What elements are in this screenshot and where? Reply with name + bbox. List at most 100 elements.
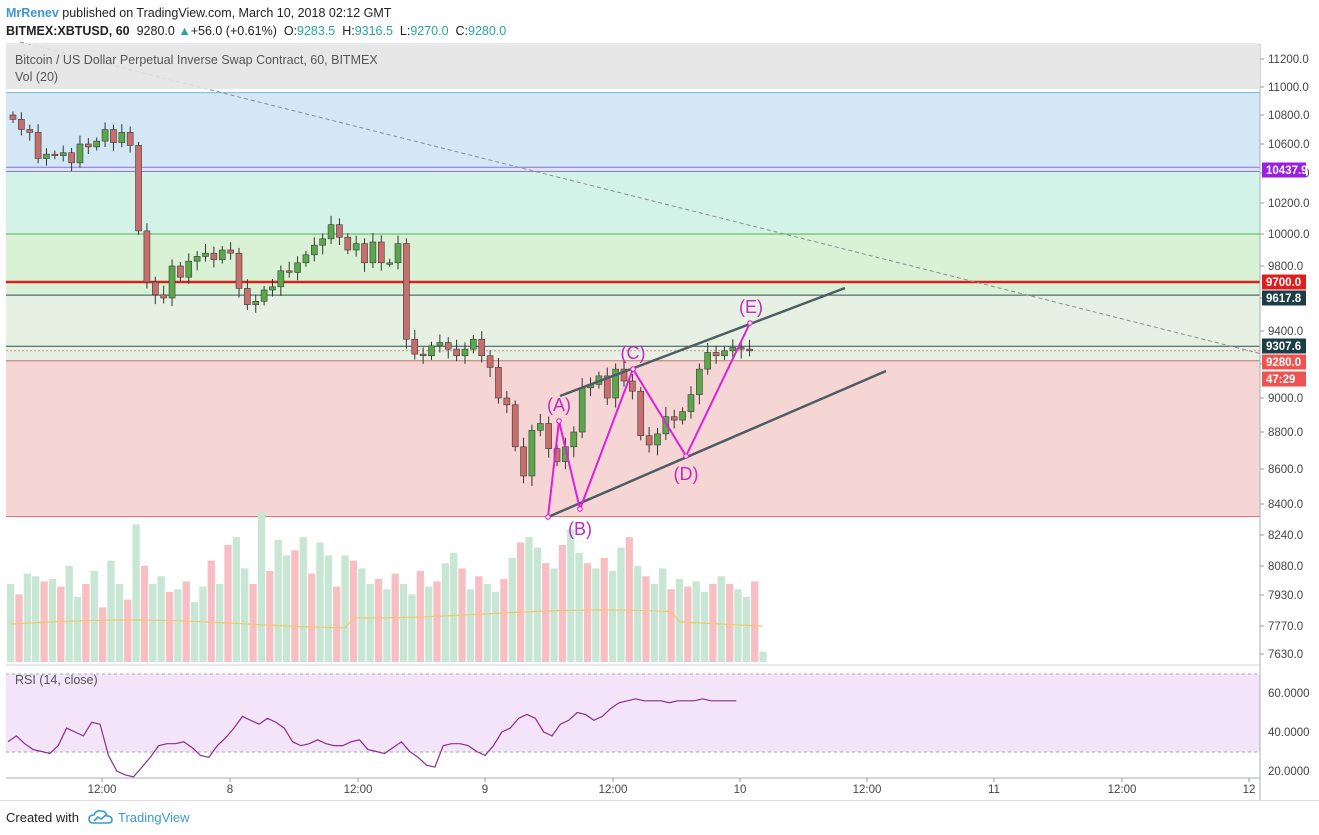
volume-bar-2 (23, 573, 32, 662)
time-tick-label-1: 8 (227, 784, 233, 796)
volume-bar-79 (667, 589, 675, 662)
volume-bar-22 (190, 602, 199, 662)
wave-label-4: (E) (739, 297, 763, 317)
candle-body-0 (9, 114, 17, 120)
price-tag-label-0: 10437.9 (1266, 165, 1308, 177)
candle-body-62 (528, 429, 536, 477)
candle-body-51 (436, 342, 444, 347)
candle-body-5 (51, 153, 59, 156)
volume-bar-70 (592, 568, 600, 662)
volume-bar-68 (575, 552, 583, 662)
wave-point-2 (577, 506, 583, 512)
time-tick-label-7: 11 (988, 784, 1000, 796)
volume-bar-38 (324, 555, 332, 662)
candle-body-48 (411, 338, 419, 355)
volume-bar-83 (700, 591, 709, 662)
volume-bar-40 (341, 555, 349, 662)
candle-body-47 (403, 243, 410, 340)
zone-1 (6, 171, 1260, 234)
volume-bar-56 (475, 576, 483, 662)
candle-body-57 (486, 355, 494, 368)
rsi-tick-label-2: 20.0000 (1268, 766, 1310, 778)
wave-pattern[interactable] (547, 322, 751, 518)
volume-bar-48 (408, 594, 416, 662)
price-tick-label-12: 8800.0 (1268, 427, 1303, 439)
candle-body-85 (721, 350, 728, 357)
volume-bar-0 (7, 584, 15, 662)
chart-header: MrRenev published on TradingView.com, Ma… (6, 4, 506, 40)
candle-body-81 (687, 394, 695, 412)
channel-upper-line[interactable] (559, 286, 846, 398)
volume-bar-53 (450, 552, 458, 662)
volume-bar-16 (140, 565, 149, 662)
rsi-legend: RSI (14, close) (15, 673, 98, 687)
volume-bar-88 (742, 597, 750, 662)
trend-line-descending[interactable] (19, 41, 1263, 355)
close-value: 9280.0 (468, 24, 507, 38)
volume-bar-81 (684, 586, 692, 662)
rsi-panel (6, 664, 1260, 778)
candle-body-41 (352, 243, 360, 251)
time-tick-label-8: 12:00 (1108, 784, 1137, 796)
open-value: 9283.5 (297, 24, 336, 38)
volume-bar-29 (249, 584, 257, 662)
candle-body-19 (168, 265, 176, 299)
zone-5 (6, 92, 1260, 168)
volume-bar-90 (759, 651, 767, 662)
candle-body-75 (637, 390, 645, 437)
volume-bar-75 (634, 565, 642, 662)
volume-bars (7, 512, 767, 662)
candle-body-8 (76, 143, 84, 164)
publish-line: MrRenev published on TradingView.com, Ma… (6, 4, 506, 22)
price-chart[interactable]: (A) (B) (C) (D) (E) Bitcoin / US Dollar Perp… (0, 0, 1319, 800)
candle-body-42 (361, 243, 368, 264)
author-link[interactable]: MrRenev (6, 6, 59, 20)
candle-body-74 (629, 380, 636, 392)
candle-body-35 (302, 254, 310, 264)
price-tick-label-2: 10800.0 (1268, 110, 1310, 122)
wave-labels: (A) (B) (C) (D) (E) (547, 297, 763, 539)
price-tag-label-2: 9617.8 (1266, 293, 1302, 305)
volume-bar-41 (349, 560, 358, 662)
volume-bar-51 (433, 581, 441, 662)
price-change: +56.0 (+0.61%) (190, 24, 277, 38)
volume-bar-33 (282, 555, 291, 662)
price-tick-label-7: 9800.0 (1268, 261, 1303, 273)
candle-body-46 (394, 243, 402, 264)
candle-body-15 (135, 145, 142, 232)
volume-bar-89 (751, 581, 759, 662)
volume-bar-52 (441, 563, 450, 662)
price-tag-label-3: 9307.6 (1266, 341, 1301, 353)
candle-body-26 (227, 249, 234, 254)
price-tag-bg-0 (1262, 162, 1306, 178)
channel-lower-line[interactable] (547, 369, 887, 519)
chart-frame (6, 43, 1261, 800)
volume-bar-13 (115, 584, 123, 662)
candle-body-23 (202, 252, 209, 257)
volume-bar-86 (725, 584, 734, 662)
candle-body-34 (294, 262, 301, 273)
volume-bar-67 (567, 529, 575, 662)
volume-bar-55 (466, 589, 475, 662)
volume-bar-35 (299, 537, 307, 662)
symbol-label[interactable]: BITMEX:XBTUSD, 60 (6, 24, 130, 38)
wave-point-1 (556, 418, 562, 424)
volume-bar-10 (90, 571, 98, 662)
volume-bar-36 (307, 573, 316, 662)
candle-body-61 (520, 446, 527, 477)
tradingview-link[interactable]: TradingView (118, 810, 190, 825)
candle-body-12 (110, 129, 117, 143)
wave-point-0 (545, 514, 551, 520)
candle-body-54 (461, 348, 469, 357)
volume-bar-19 (165, 591, 174, 662)
volume-bar-45 (383, 589, 391, 662)
price-tag-bg-1 (1262, 274, 1306, 290)
price-tick-label-18: 7770.0 (1268, 621, 1303, 633)
candle-body-52 (444, 342, 452, 350)
candle-body-16 (143, 230, 151, 283)
time-axis[interactable]: 12:00 8 12:00 9 12:00 10 12:00 11 12:00 12 (88, 778, 1256, 796)
volume-bar-32 (274, 539, 282, 662)
volume-bar-72 (608, 571, 617, 662)
candle-body-25 (218, 249, 226, 260)
volume-bar-73 (617, 547, 625, 662)
